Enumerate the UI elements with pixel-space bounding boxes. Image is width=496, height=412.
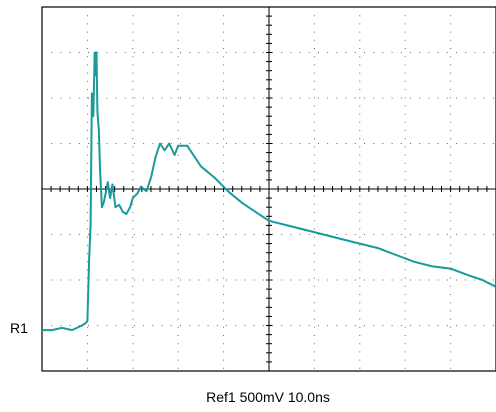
- reference-marker-label: R1: [10, 320, 28, 336]
- scope-status-line: Ref1 500mV 10.0ns: [206, 389, 330, 405]
- waveform-trace-layer: [42, 51, 496, 332]
- waveform-trace: [42, 51, 496, 332]
